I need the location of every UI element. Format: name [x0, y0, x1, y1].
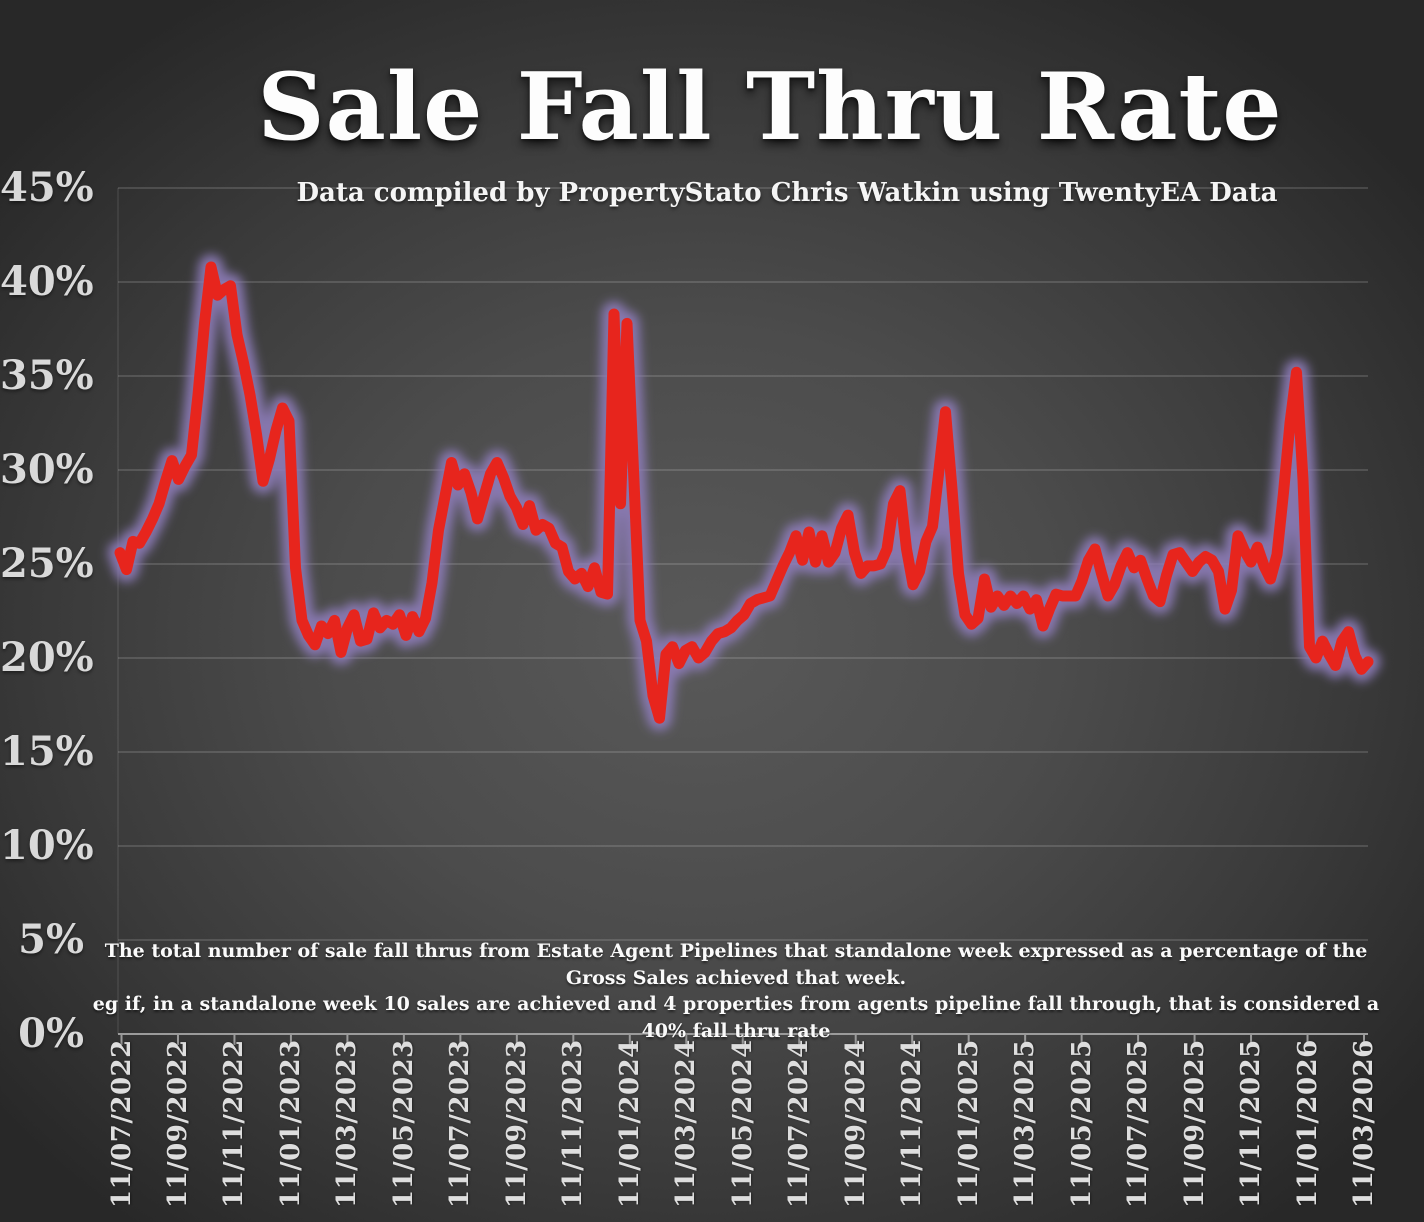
rate-line-glow: [107, 254, 1381, 731]
y-axis-label: 40%: [0, 258, 94, 305]
y-axis-label: 35%: [0, 352, 94, 399]
x-axis-label: 11/09/2022: [162, 1039, 193, 1208]
x-axis-label: 11/03/2023: [332, 1039, 363, 1208]
x-axis-label: 11/09/2023: [501, 1039, 532, 1208]
x-axis-label: 11/01/2024: [614, 1039, 645, 1208]
x-axis-label: 11/03/2026: [1349, 1039, 1379, 1208]
x-axis-label: 11/11/2022: [219, 1039, 250, 1208]
x-axis-label: 11/07/2023: [445, 1039, 476, 1208]
y-axis-label: 15%: [0, 728, 94, 775]
x-axis-label: 11/01/2023: [275, 1039, 306, 1208]
y-axis-label: 30%: [0, 446, 94, 493]
x-axis-label: 11/03/2025: [1010, 1039, 1041, 1208]
x-axis-label: 11/07/2024: [784, 1039, 815, 1208]
y-axis-label: 20%: [0, 634, 94, 681]
x-axis-label: 11/03/2024: [671, 1039, 702, 1208]
x-axis-label: 11/01/2025: [953, 1039, 984, 1208]
footnote-line-2: eg if, in a standalone week 10 sales are…: [92, 993, 1380, 1042]
y-axis-label: 5%: [18, 916, 84, 963]
x-axis-label: 11/09/2025: [1179, 1039, 1210, 1208]
x-axis-label: 11/01/2026: [1292, 1039, 1323, 1208]
y-axis-label: 45%: [0, 164, 94, 211]
x-axis-label: 11/07/2022: [106, 1039, 137, 1208]
y-axis-label: 10%: [0, 822, 94, 869]
y-axis-label: 0%: [18, 1010, 84, 1057]
x-axis-label: 11/07/2025: [1123, 1039, 1154, 1208]
x-axis-label: 11/05/2023: [388, 1039, 419, 1208]
x-axis-label: 11/11/2025: [1236, 1039, 1267, 1208]
x-axis-label: 11/05/2025: [1066, 1039, 1097, 1208]
x-axis-label: 11/05/2024: [727, 1039, 758, 1208]
rate-line: [114, 261, 1374, 724]
footnote-line-1: The total number of sale fall thrus from…: [104, 940, 1368, 989]
x-axis-label: 11/09/2024: [840, 1039, 871, 1208]
y-axis-label: 25%: [0, 540, 94, 587]
chart-title: Sale Fall Thru Rate: [257, 52, 1283, 161]
chart-subtitle: Data compiled by PropertyStato Chris Wat…: [296, 178, 1278, 208]
x-axis-label: 11/11/2023: [558, 1039, 589, 1208]
footnote-annotation: The total number of sale fall thrus from…: [86, 938, 1386, 1044]
x-axis-label: 11/11/2024: [897, 1039, 928, 1208]
